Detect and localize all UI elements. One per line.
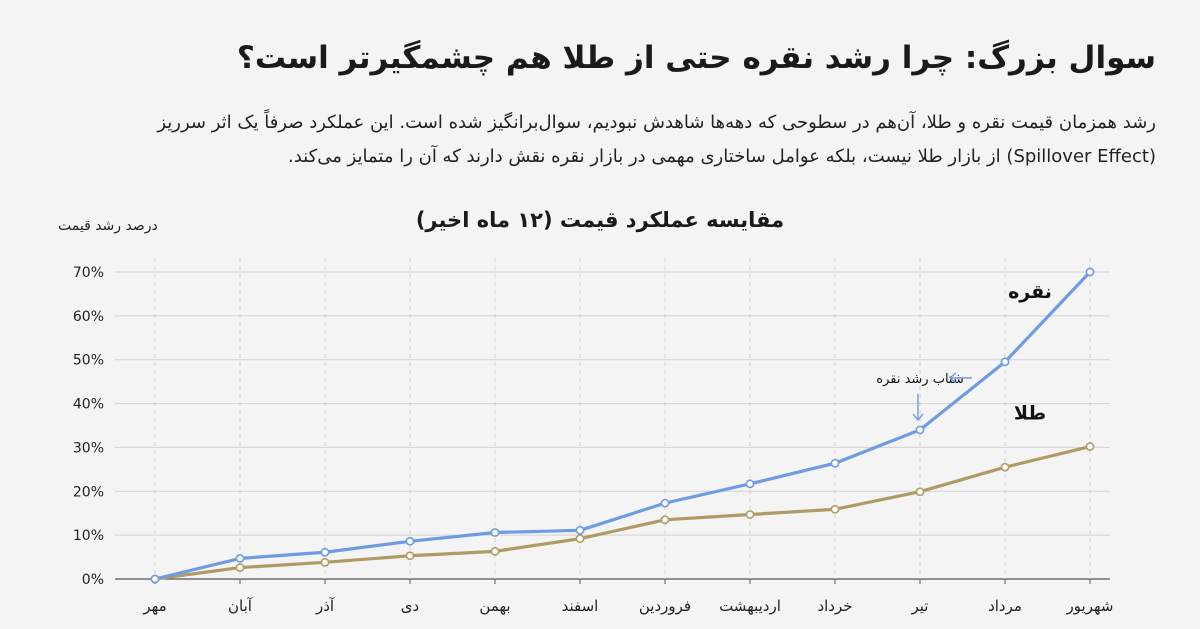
x-tick-label: شهریور bbox=[1066, 597, 1114, 615]
y-tick-label: 60% bbox=[73, 309, 104, 325]
x-tick-label: مهر bbox=[142, 597, 166, 615]
series-line bbox=[153, 444, 1092, 581]
intro-paragraph: رشد همزمان قیمت نقره و طلا، آن‌هم در سطو… bbox=[36, 106, 1156, 174]
data-point bbox=[745, 479, 755, 489]
data-point bbox=[320, 547, 330, 557]
annotation-arrowhead bbox=[912, 413, 924, 421]
intro-line: رشد همزمان قیمت نقره و طلا، آن‌هم در سطو… bbox=[157, 112, 1156, 133]
data-point bbox=[1085, 442, 1095, 451]
x-tick-label: خرداد bbox=[817, 597, 852, 615]
x-tick-label: آبان bbox=[228, 597, 253, 615]
data-point bbox=[575, 525, 585, 535]
y-tick-label: 30% bbox=[73, 440, 104, 456]
y-axis-label: درصد رشد قیمت bbox=[58, 218, 158, 234]
data-point bbox=[150, 574, 160, 584]
y-tick-label: 0% bbox=[82, 572, 104, 588]
x-tick-label: آذر bbox=[315, 597, 335, 615]
series-label: نقره bbox=[1008, 281, 1052, 303]
chart-title: مقایسه عملکرد قیمت (۱۲ ماه اخیر) bbox=[415, 208, 785, 232]
x-tick-label: اسفند bbox=[562, 597, 599, 615]
data-point bbox=[490, 528, 500, 537]
data-point bbox=[660, 515, 670, 525]
y-tick-label: 40% bbox=[73, 397, 104, 413]
series-label: طلا bbox=[1014, 403, 1046, 425]
data-point bbox=[660, 498, 670, 508]
x-tick-label: فروردین bbox=[639, 597, 691, 615]
x-tick-label: اردیبهشت bbox=[719, 597, 781, 615]
data-point bbox=[830, 504, 840, 514]
data-point bbox=[320, 557, 330, 567]
x-tick-label: تیر bbox=[911, 597, 929, 615]
data-point bbox=[745, 510, 755, 519]
data-point bbox=[1085, 267, 1095, 277]
data-point bbox=[235, 563, 245, 572]
x-tick-label: دی bbox=[401, 597, 419, 615]
data-point bbox=[915, 425, 925, 435]
x-tick-label: مرداد bbox=[988, 597, 1022, 615]
x-tick-label: بهمن bbox=[479, 597, 510, 615]
y-tick-label: 50% bbox=[73, 353, 104, 369]
data-point bbox=[830, 458, 840, 468]
intro-line: (Spillover Effect) از بازار طلا نیست، بل… bbox=[288, 146, 1156, 167]
annotation-label: شتاب رشد نقره bbox=[876, 372, 963, 387]
annotation-arrowhead bbox=[948, 372, 957, 384]
y-tick-label: 70% bbox=[73, 265, 104, 281]
data-point bbox=[405, 551, 415, 561]
y-tick-label: 20% bbox=[73, 484, 104, 500]
data-point bbox=[235, 553, 245, 563]
y-tick-label: 10% bbox=[73, 528, 104, 544]
series-line bbox=[153, 270, 1092, 581]
data-point bbox=[490, 546, 500, 556]
data-point bbox=[575, 534, 585, 544]
data-point bbox=[1000, 357, 1010, 367]
data-point bbox=[1000, 462, 1010, 472]
data-point bbox=[405, 536, 415, 546]
data-point bbox=[915, 487, 925, 497]
page-title: سوال بزرگ: چرا رشد نقره حتی از طلا هم چش… bbox=[236, 40, 1156, 76]
